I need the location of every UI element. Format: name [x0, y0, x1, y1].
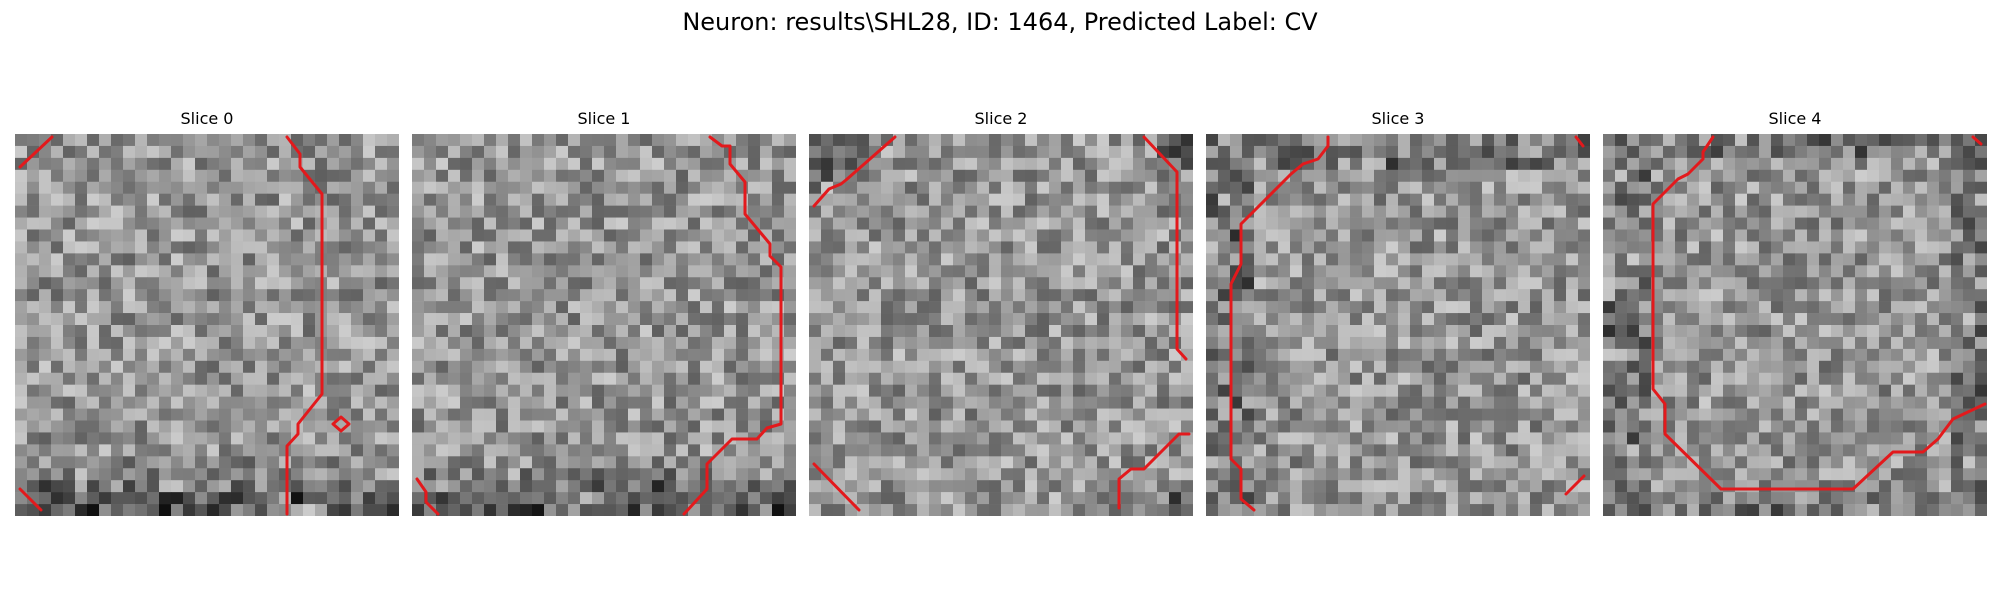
slice-title-4: Slice 4	[1768, 109, 1822, 128]
slice-image-0	[15, 134, 399, 516]
contour-line	[18, 135, 54, 169]
contour-line	[285, 135, 324, 516]
slice-panel-1: Slice 1	[412, 108, 796, 516]
slice-title-1: Slice 1	[577, 109, 631, 128]
slice-panel-4: Slice 4	[1603, 108, 1987, 516]
contour-line	[1229, 135, 1330, 512]
contour-line	[1971, 135, 1983, 146]
contour-line	[812, 462, 861, 512]
contour-line	[1142, 135, 1188, 361]
slice-title-0: Slice 0	[180, 109, 234, 128]
contour-line	[1564, 474, 1586, 496]
slice-image-1	[412, 134, 796, 516]
contour-line	[1574, 135, 1585, 148]
slice-title-3: Slice 3	[1371, 109, 1425, 128]
contour-line	[812, 135, 897, 208]
slice-image-4	[1603, 134, 1987, 516]
slice-title-2: Slice 2	[974, 109, 1028, 128]
slice-panel-2: Slice 2	[809, 108, 1193, 516]
slice-pixels-0	[15, 134, 399, 516]
contour-line	[1117, 432, 1191, 510]
slice-panel-3: Slice 3	[1206, 108, 1590, 516]
contour-line	[331, 415, 351, 433]
slice-panel-0: Slice 0	[15, 108, 399, 516]
slice-image-2	[809, 134, 1193, 516]
contour-line	[682, 135, 783, 516]
slice-pixels-3	[1206, 134, 1590, 516]
slice-pixels-4	[1603, 134, 1987, 516]
contour-line	[415, 477, 440, 516]
slice-pixels-2	[809, 134, 1193, 516]
figure-title: Neuron: results\SHL28, ID: 1464, Predict…	[682, 8, 1318, 36]
slice-image-3	[1206, 134, 1590, 516]
contour-line	[1651, 135, 1987, 491]
slice-pixels-1	[412, 134, 796, 516]
contour-line	[18, 487, 43, 512]
